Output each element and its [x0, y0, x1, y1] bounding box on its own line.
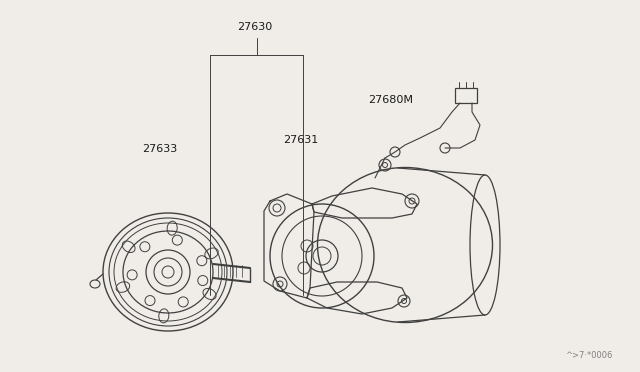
Text: ^>7·*0006: ^>7·*0006 [565, 351, 612, 360]
Text: 27630: 27630 [237, 22, 272, 32]
Text: 27633: 27633 [142, 144, 177, 154]
Text: 27680M: 27680M [368, 95, 413, 105]
Bar [455, 88, 477, 103]
Text: 27631: 27631 [283, 135, 318, 145]
